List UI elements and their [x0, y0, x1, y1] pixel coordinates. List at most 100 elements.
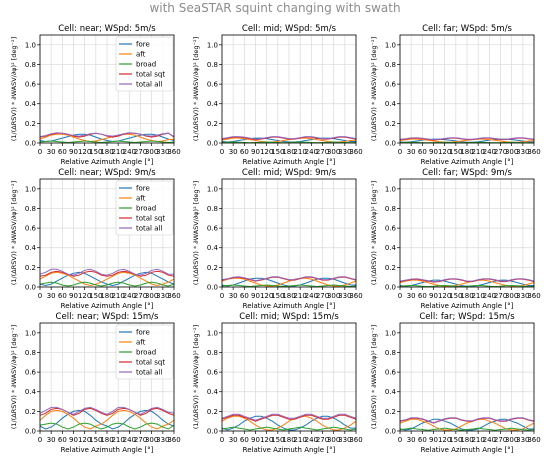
series-line-total-sqt: [39, 270, 175, 277]
subplot-title: Cell: mid; WSpd: 15m/s: [239, 312, 339, 322]
series-line-broad: [399, 284, 535, 288]
x-tick-label: 210: [471, 436, 484, 444]
x-tick-label: 180: [282, 292, 295, 300]
subplot-title: Cell: far; WSpd: 5m/s: [422, 24, 512, 34]
y-tick-label: 0.4: [25, 100, 37, 108]
x-tick-label: 120: [260, 148, 273, 156]
y-tick-label: 0.2: [207, 408, 218, 416]
x-tick-label: 210: [293, 292, 306, 300]
x-tick-label: 120: [78, 148, 91, 156]
legend-box: [115, 36, 174, 92]
x-tick-label: 180: [460, 292, 473, 300]
y-tick-label: 0.0: [207, 428, 218, 436]
x-tick-label: 240: [123, 148, 136, 156]
x-tick-label: 60: [58, 292, 67, 300]
x-tick-label: 360: [349, 292, 362, 300]
x-tick-label: 240: [305, 292, 318, 300]
x-axis-label: Relative Azimuth Angle [°]: [243, 302, 336, 310]
y-axis-label: (1/(ΔRSV)) * ∂WASV/∂φ)² [deg⁻²]: [370, 181, 378, 285]
y-axis-label: (1/(ΔRSV)) * ∂WASV/∂φ)² [deg⁻²]: [192, 37, 200, 141]
y-tick-label: 0.0: [25, 140, 36, 148]
x-tick-label: 330: [156, 436, 169, 444]
x-axis-label: Relative Azimuth Angle [°]: [421, 302, 514, 310]
legend-label: total sqt: [136, 71, 165, 79]
y-tick-label: 0.2: [25, 264, 36, 272]
x-tick-label: 360: [167, 436, 180, 444]
x-tick-label: 60: [418, 436, 427, 444]
y-tick-label: 0.4: [25, 388, 37, 396]
y-tick-label: 0.2: [385, 120, 396, 128]
x-tick-label: 60: [240, 436, 249, 444]
series-line-aft: [39, 409, 175, 430]
y-tick-label: 0.6: [385, 225, 397, 233]
x-tick-label: 330: [516, 436, 529, 444]
x-tick-label: 0: [38, 148, 42, 156]
y-tick-label: 0.2: [385, 264, 396, 272]
y-tick-label: 1.0: [25, 185, 36, 193]
series-line-total-sqt: [221, 414, 357, 422]
legend-label: aft: [136, 195, 146, 203]
y-tick-label: 0.2: [385, 408, 396, 416]
x-axis-label: Relative Azimuth Angle [°]: [61, 302, 154, 310]
y-tick-label: 0.6: [207, 81, 219, 89]
legend-label: fore: [136, 329, 150, 337]
x-tick-label: 150: [449, 436, 462, 444]
series-line-aft: [399, 418, 535, 431]
x-axis-label: Relative Azimuth Angle [°]: [61, 158, 154, 166]
x-tick-label: 90: [429, 292, 438, 300]
x-tick-label: 360: [527, 148, 540, 156]
series-line-aft: [39, 271, 175, 287]
x-tick-label: 120: [438, 292, 451, 300]
x-tick-label: 330: [338, 436, 351, 444]
x-tick-label: 360: [349, 148, 362, 156]
x-tick-label: 330: [156, 292, 169, 300]
x-tick-label: 240: [483, 292, 496, 300]
y-tick-label: 1.0: [207, 41, 218, 49]
subplot-title: Cell: far; WSpd: 9m/s: [422, 168, 512, 178]
legend-label: total all: [136, 369, 162, 377]
series-line-broad: [39, 422, 175, 430]
y-tick-label: 1.0: [385, 185, 396, 193]
x-tick-label: 240: [483, 436, 496, 444]
x-tick-label: 0: [38, 436, 42, 444]
legend-label: fore: [136, 185, 150, 193]
x-axis-label: Relative Azimuth Angle [°]: [243, 446, 336, 454]
x-tick-label: 0: [398, 436, 402, 444]
x-tick-label: 300: [145, 436, 158, 444]
y-tick-label: 0.4: [207, 244, 219, 252]
x-tick-label: 90: [251, 436, 260, 444]
y-tick-label: 1.0: [207, 185, 218, 193]
x-tick-label: 270: [316, 148, 329, 156]
x-tick-label: 90: [69, 148, 78, 156]
y-axis-label: (1/(ΔRSV)) * ∂WASV/∂φ)² [deg⁻²]: [10, 325, 18, 429]
y-axis-label: (1/(ΔRSV)) * ∂WASV/∂φ)² [deg⁻²]: [192, 325, 200, 429]
y-tick-label: 0.6: [385, 369, 397, 377]
y-axis-label: (1/(ΔRSV)) * ∂WASV/∂φ)² [deg⁻²]: [10, 37, 18, 141]
series-line-broad: [399, 427, 535, 431]
y-tick-label: 0.2: [25, 408, 36, 416]
x-tick-label: 120: [260, 436, 273, 444]
x-axis-label: Relative Azimuth Angle [°]: [243, 158, 336, 166]
x-tick-label: 300: [505, 436, 518, 444]
legend-label: total sqt: [136, 359, 165, 367]
x-tick-label: 240: [305, 436, 318, 444]
y-tick-label: 1.0: [25, 41, 36, 49]
legend-label: total all: [136, 225, 162, 233]
series-line-total-all: [221, 136, 357, 140]
x-tick-label: 180: [100, 148, 113, 156]
y-tick-label: 0.0: [385, 284, 396, 292]
x-tick-label: 180: [460, 148, 473, 156]
x-tick-label: 30: [407, 292, 416, 300]
y-tick-label: 1.0: [207, 329, 218, 337]
x-tick-label: 30: [407, 436, 416, 444]
series-line-total-all: [399, 278, 535, 283]
y-tick-label: 0.4: [385, 388, 397, 396]
series-line-broad: [221, 426, 357, 431]
x-tick-label: 360: [349, 436, 362, 444]
x-tick-label: 30: [47, 436, 56, 444]
x-tick-label: 270: [494, 148, 507, 156]
y-tick-label: 0.8: [385, 205, 396, 213]
x-tick-label: 30: [47, 148, 56, 156]
x-tick-label: 90: [429, 436, 438, 444]
